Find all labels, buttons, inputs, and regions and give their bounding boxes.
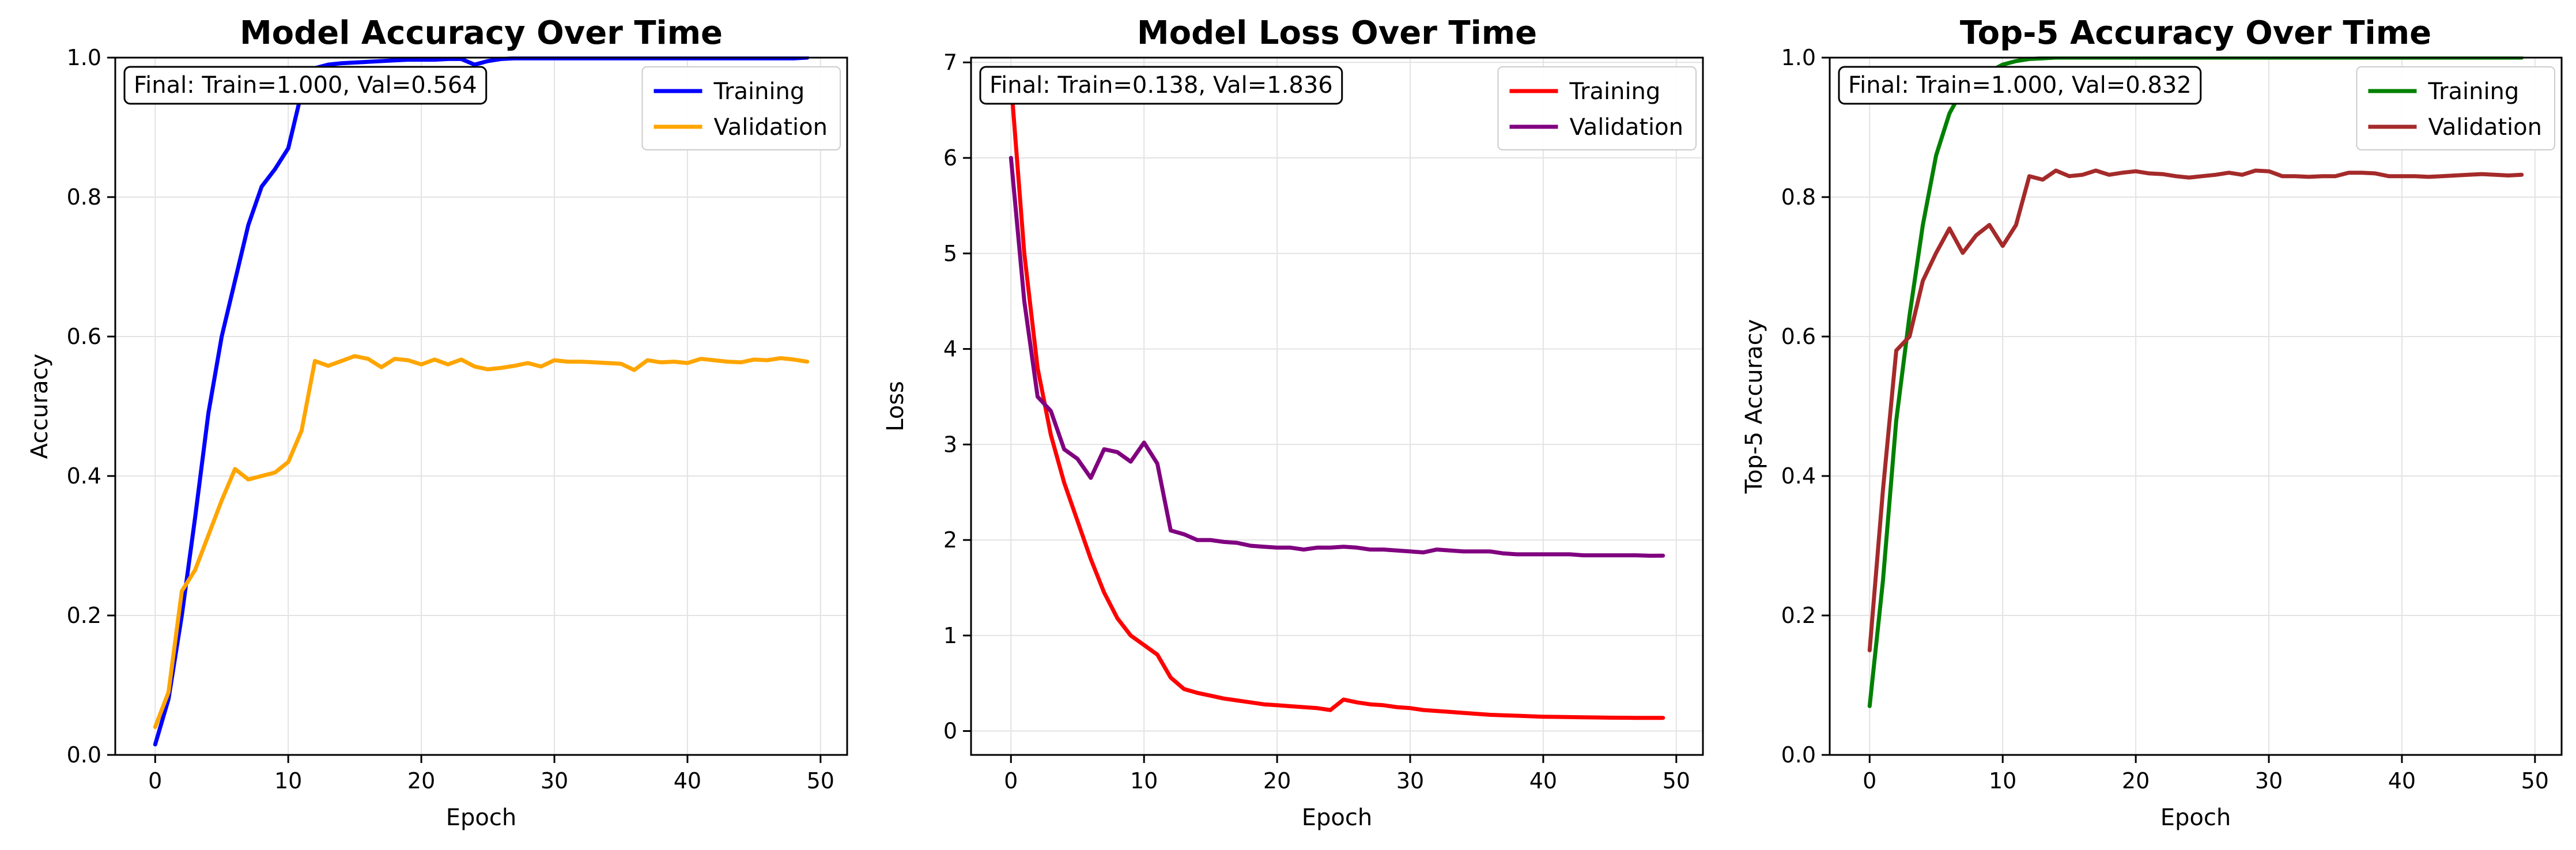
y-axis-label: Top-5 Accuracy (1741, 319, 1767, 494)
legend-label-validation: Validation (713, 114, 828, 141)
legend-label-validation: Validation (1569, 114, 1683, 141)
legend: Training Validation (641, 66, 841, 150)
final-annotation: Final: Train=1.000, Val=0.832 (1838, 66, 2202, 105)
x-tick-label: 50 (807, 768, 834, 794)
series-line-validation (1867, 168, 2524, 652)
y-tick-label: 1.0 (67, 45, 101, 70)
legend: Training Validation (2356, 66, 2555, 150)
y-tick-label: 0.0 (67, 742, 101, 768)
final-annotation: Final: Train=1.000, Val=0.564 (123, 66, 488, 105)
axes-frame (1829, 56, 2563, 756)
y-axis-label: Accuracy (27, 354, 53, 459)
annotation-box (123, 66, 488, 105)
axes-frame (970, 56, 1704, 756)
y-tick-label: 0.2 (67, 603, 101, 628)
x-tick-label: 30 (541, 768, 568, 794)
legend-box (1497, 66, 1697, 150)
x-tick-label: 40 (674, 768, 701, 794)
annotation-text: Final: Train=1.000, Val=0.564 (134, 72, 477, 99)
y-tick-label: 0.4 (1781, 463, 1816, 489)
y-tick-label: 0.8 (67, 184, 101, 210)
chart-panel-1: 0 10 20 30 40 50 0.0 0.2 0.4 0.6 0.8 1.0 Model Accur… (27, 0, 848, 831)
y-tick-label: 0.4 (67, 463, 101, 489)
x-tick-label: 20 (2122, 768, 2150, 794)
x-tick-label: 20 (407, 768, 435, 794)
x-tick-label: 20 (1263, 768, 1291, 794)
y-tick-label: 7 (943, 50, 957, 75)
x-tick-label: 30 (2255, 768, 2283, 794)
x-tick-label: 30 (1396, 768, 1424, 794)
y-tick-label: 2 (943, 527, 957, 553)
axes-frame (114, 56, 848, 756)
chart-panel-3: 0 10 20 30 40 50 0.0 0.2 0.4 0.6 0.8 1.0 Top-5 Accur… (1741, 0, 2563, 831)
annotation-box (979, 66, 1343, 105)
x-axis-label: Epoch (2160, 804, 2231, 831)
top-mask (114, 0, 848, 56)
chart-title: Model Accuracy Over Time (240, 14, 723, 52)
legend-label-training: Training (1569, 78, 1660, 105)
final-annotation: Final: Train=0.138, Val=1.836 (979, 66, 1343, 105)
top-mask (1829, 0, 2563, 56)
chart-panel-2: 0 10 20 30 40 50 0 1 2 3 4 5 6 7 Model Loss Over Time E… (882, 0, 1704, 831)
y-tick-label: 0.0 (1781, 742, 1816, 768)
x-tick-label: 10 (1130, 768, 1158, 794)
chart-title: Top-5 Accuracy Over Time (1960, 14, 2431, 52)
legend-box (2356, 66, 2555, 150)
x-tick-label: 40 (1529, 768, 1557, 794)
legend-box (641, 66, 841, 150)
y-tick-label: 3 (943, 432, 957, 457)
top-mask (970, 0, 1704, 56)
x-axis-label: Epoch (1302, 804, 1372, 831)
y-tick-label: 5 (943, 241, 957, 266)
legend-label-training: Training (713, 78, 804, 105)
chart-title: Model Loss Over Time (1137, 14, 1537, 52)
y-tick-label: 4 (943, 337, 957, 362)
y-axis-label: Loss (882, 381, 909, 432)
y-tick-label: 6 (943, 145, 957, 171)
y-tick-label: 0.6 (1781, 324, 1816, 349)
y-tick-label: 1 (943, 623, 957, 648)
x-axis-label: Epoch (446, 804, 516, 831)
series-line-validation (1009, 156, 1665, 558)
x-tick-label: 50 (2521, 768, 2549, 794)
y-tick-label: 0.8 (1781, 184, 1816, 210)
x-tick-label: 0 (1863, 768, 1876, 794)
x-tick-label: 0 (148, 768, 162, 794)
y-tick-label: 0.2 (1781, 603, 1816, 628)
y-tick-label: 1.0 (1781, 45, 1816, 70)
x-tick-label: 50 (1663, 768, 1690, 794)
annotation-box (1838, 66, 2202, 105)
series-line-training (1009, 79, 1665, 720)
series-line-validation (153, 354, 810, 730)
y-tick-label: 0.6 (67, 324, 101, 349)
x-tick-label: 10 (274, 768, 302, 794)
annotation-text: Final: Train=1.000, Val=0.832 (1848, 72, 2192, 99)
x-tick-label: 0 (1004, 768, 1018, 794)
annotation-text: Final: Train=0.138, Val=1.836 (989, 72, 1333, 99)
legend: Training Validation (1497, 66, 1697, 150)
x-tick-label: 10 (1989, 768, 2016, 794)
x-tick-label: 40 (2388, 768, 2416, 794)
legend-label-training: Training (2427, 78, 2519, 105)
y-tick-label: 0 (943, 719, 957, 744)
legend-label-validation: Validation (2428, 114, 2542, 141)
